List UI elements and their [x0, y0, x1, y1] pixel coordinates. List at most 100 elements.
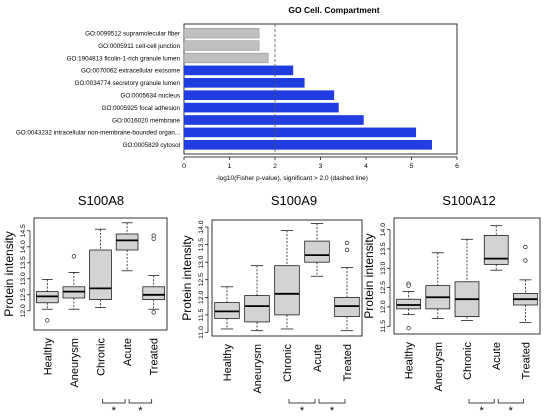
boxplot-category-label: Chronic: [462, 342, 474, 380]
go-x-tick-label: 3: [319, 163, 323, 170]
boxplot-category-label: Treated: [342, 344, 354, 382]
box-outlier: [151, 236, 156, 241]
boxplot-y-tick-label: 14.0: [20, 240, 27, 253]
boxplot-y-tick-label: 13.5: [20, 256, 27, 269]
go-x-tick-label: 1: [228, 163, 232, 170]
boxplot-y-label: Protein intensity: [2, 231, 16, 316]
boxplot-category-label: Acute: [491, 342, 503, 370]
boxplot-title: S100A9: [271, 193, 317, 208]
boxplot-y-tick-label: 12.0: [380, 300, 387, 313]
boxplot-category-label: Chronic: [282, 344, 294, 382]
boxplot-frame: [211, 219, 363, 337]
boxplot-category-label: Treated: [520, 342, 532, 380]
go-bar-label: GO:0005829 cytosol: [123, 142, 180, 149]
boxplot-y-tick-label: 12.5: [380, 281, 387, 294]
boxplot-category-label: Chronic: [96, 338, 108, 376]
go-bar: [184, 102, 339, 113]
go-bar-label: GO:0016020 membrane: [112, 117, 180, 124]
significance-bracket: [318, 399, 346, 404]
boxplot-y-tick-label: 12.5: [20, 288, 27, 301]
go-bar: [184, 90, 335, 101]
box-outlier: [71, 254, 76, 259]
boxplot-y-tick-label: 13.5: [198, 238, 205, 251]
boxplot-frame: [33, 217, 168, 331]
box-outlier: [406, 283, 411, 288]
boxplot-y-tick-label: 12.0: [198, 291, 205, 304]
go-bar-label: GO:0034774 secretory granule lumen: [75, 80, 181, 87]
boxplot-y-tick-label: 12.0: [20, 304, 27, 317]
boxplot-frame: [393, 217, 541, 335]
significance-marker: *: [112, 405, 117, 417]
boxplot-category-label: Healthy: [42, 338, 54, 376]
significance-marker: *: [330, 405, 335, 417]
go-bar: [183, 28, 260, 39]
go-bar-label: GO:0005911 cell-cell junction: [98, 43, 180, 50]
boxplot-y-label: Protein intensity: [180, 235, 194, 320]
go-bar-label: GO:0099512 supramolecular fiber: [85, 31, 180, 38]
box-body: [483, 235, 509, 265]
box-outlier: [45, 318, 50, 323]
boxplot-category-label: Healthy: [222, 344, 234, 382]
go-bar-label: GO:0005925 focal adhesion: [102, 105, 181, 112]
box-outlier: [406, 326, 411, 331]
boxplot-y-tick-label: 13.0: [198, 255, 205, 268]
go-x-tick-label: 5: [410, 163, 414, 170]
box-outlier: [523, 244, 528, 250]
go-plot-frame: [183, 23, 458, 155]
significance-marker: *: [138, 405, 143, 417]
box-outlier: [151, 310, 156, 315]
go-x-tick-label: 2: [273, 163, 277, 170]
s100a9-boxplot-panel: S100A9 11.0 11.5 12.0 12.5 13.0 13.5 14.0 Protei…: [180, 193, 363, 417]
boxplot-y-tick-label: 11.0: [198, 326, 205, 339]
boxplot-y-tick-label: 13.0: [380, 261, 387, 274]
go-bar-label: GO:0043232 intracellular non-membrane-bo…: [16, 130, 180, 137]
significance-marker: *: [509, 405, 514, 417]
boxplot-y-tick-label: 14.0: [380, 223, 387, 236]
go-chart-xlabel: -log10(Fisher p-value), significant > 2.…: [216, 175, 368, 182]
go-bar-label: GO:1904813 ficolin-1-rich granule lumen: [67, 55, 181, 62]
boxplot-category-label: Aneurysm: [433, 342, 445, 392]
s100a8-boxplot-panel: S100A8 12.0 12.5 13.0 13.5 14.0 14.5 Protein in…: [2, 193, 168, 417]
go-bar: [184, 77, 305, 88]
box-body: [274, 265, 300, 316]
significance-bracket: [102, 399, 126, 404]
boxplot-y-tick-label: 11.5: [380, 320, 387, 333]
boxplot-title: S100A8: [78, 193, 124, 208]
box-outlier: [344, 247, 350, 252]
box-body: [142, 286, 165, 300]
box-body: [89, 249, 112, 300]
go-x-tick-label: 6: [455, 163, 459, 170]
go-compartment-chart: GO Cell. Compartment -log10(Fisher p-val…: [16, 5, 459, 182]
boxplot-category-label: Aneurysm: [252, 344, 264, 394]
go-chart-title: GO Cell. Compartment: [288, 5, 379, 15]
significance-bracket: [468, 399, 495, 404]
boxplot-category-label: Aneurysm: [69, 338, 81, 388]
box-body: [115, 233, 139, 251]
go-bar: [184, 139, 432, 150]
boxplot-y-tick-label: 14.5: [20, 224, 27, 237]
box-body: [396, 298, 421, 310]
go-bar-label: GO:0070062 extracellular exosome: [81, 68, 181, 75]
significance-bracket: [128, 399, 153, 404]
boxplot-category-label: Healthy: [404, 342, 416, 380]
go-bar: [184, 65, 294, 76]
go-x-tick-label: 4: [364, 163, 368, 170]
boxplot-y-tick-label: 12.5: [198, 273, 205, 286]
boxplot-y-tick-label: 13.0: [20, 272, 27, 285]
boxplot-title: S100A12: [442, 193, 496, 208]
go-bar: [183, 40, 260, 51]
box-outlier: [344, 240, 350, 245]
go-bar: [184, 127, 417, 138]
significance-marker: *: [479, 405, 484, 417]
box-outlier: [523, 258, 528, 263]
box-body: [304, 240, 330, 263]
significance-bracket: [288, 399, 316, 404]
boxplot-y-tick-label: 14.0: [198, 220, 205, 233]
boxplot-category-label: Acute: [312, 344, 324, 372]
s100a12-boxplot-panel: S100A12 11.5 12.0 12.5 13.0 13.5 14.0 Protein i…: [362, 193, 541, 417]
go-x-tick-label: 0: [182, 163, 186, 170]
go-bar: [184, 115, 364, 125]
significance-marker: *: [300, 405, 305, 417]
boxplot-y-tick-label: 11.5: [198, 308, 205, 321]
